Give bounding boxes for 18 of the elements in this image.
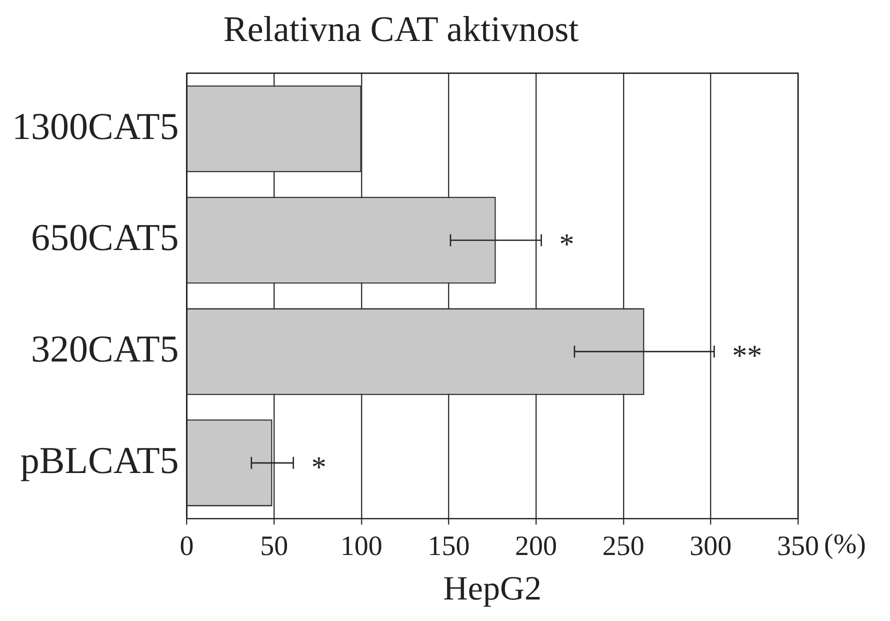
x-tick-label: 250 [602, 530, 644, 562]
annotation: ** [732, 339, 762, 372]
x-tick-label: 350 [777, 530, 819, 562]
x-tick-label: 0 [180, 530, 194, 562]
y-tick-label: 650CAT5 [30, 217, 179, 260]
text: (%) [824, 528, 866, 560]
y-tick-label: 1300CAT5 [12, 106, 179, 148]
x-tick-label: 300 [690, 530, 732, 562]
y-tick-label: 320CAT5 [30, 328, 179, 371]
annotation: * [311, 450, 326, 484]
y-tick-label: pBLCAT5 [20, 440, 179, 482]
annotation: * [559, 228, 574, 262]
x-tick-label: 200 [515, 530, 558, 562]
chart-title: Relativna CAT aktivnost [223, 9, 579, 50]
x-tick-label: 100 [340, 530, 382, 562]
x-tick-label: 150 [428, 530, 470, 562]
x-tick-label: 50 [260, 530, 288, 562]
x-axis-title: HepG2 [443, 570, 542, 608]
